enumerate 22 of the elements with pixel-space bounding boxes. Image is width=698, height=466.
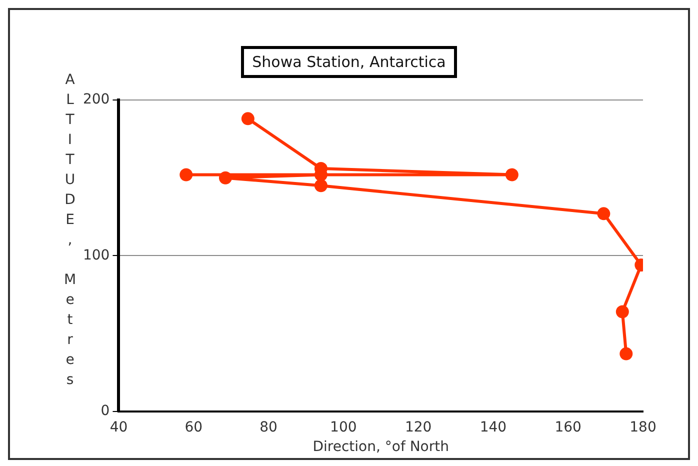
x-axis-title: Direction, °of North	[312, 439, 449, 456]
point	[218, 171, 232, 184]
point	[616, 305, 629, 318]
y-tick-label: 0	[100, 403, 110, 420]
x-tick-label: 140	[480, 419, 507, 436]
x-tick-label: 120	[404, 419, 432, 436]
x-tick-label: 60	[184, 419, 203, 436]
x-tick-label: 160	[554, 419, 582, 436]
x-tick-label: 180	[630, 419, 656, 436]
y-tick-label: 200	[82, 92, 110, 108]
x-tick-label: 40	[110, 419, 128, 436]
point	[597, 207, 610, 220]
point	[314, 179, 328, 192]
point	[241, 112, 254, 126]
point	[505, 168, 518, 182]
point	[620, 347, 633, 360]
x-tick-label: 100	[330, 419, 357, 436]
y-tick-label: 100	[82, 247, 110, 264]
y-axis-title: ALTITUDE, Metres	[62, 72, 78, 392]
chart-title: Showa Station, Antarctica	[241, 46, 457, 78]
x-tick-label: 80	[260, 419, 278, 436]
point	[180, 168, 193, 182]
